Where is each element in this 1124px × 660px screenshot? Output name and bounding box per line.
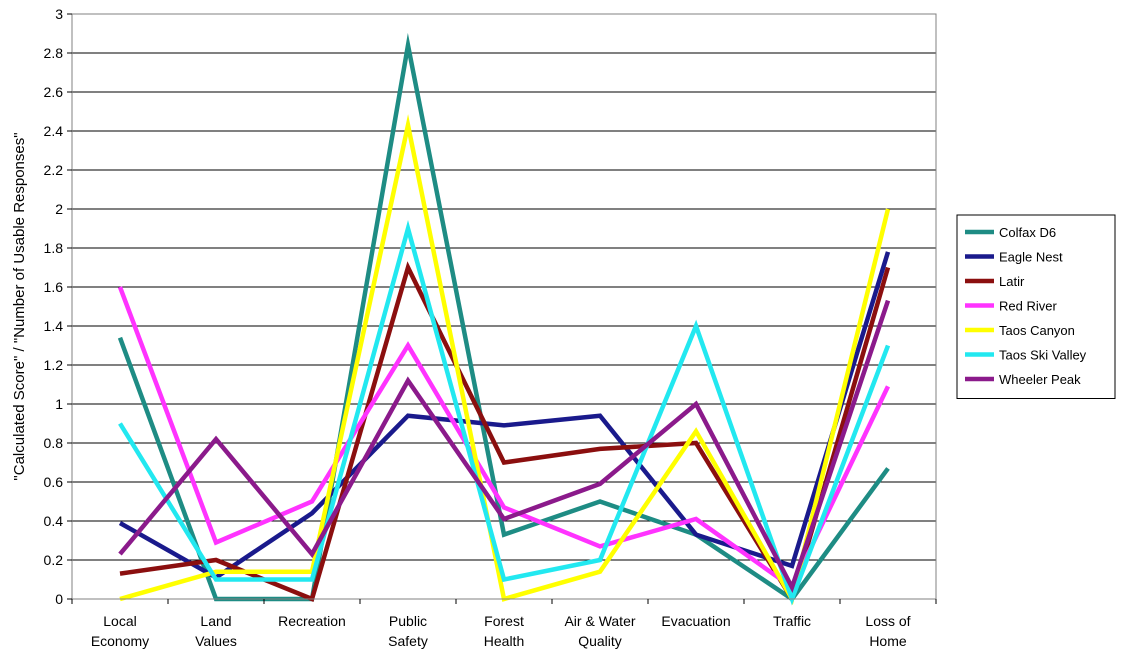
x-tick-label-line: Safety (388, 633, 428, 649)
x-tick-label-line: Quality (578, 633, 622, 649)
x-tick-label-line: Economy (91, 633, 149, 649)
y-tick-label: 0 (55, 591, 63, 607)
y-tick-label: 1.2 (44, 357, 64, 373)
x-axis-ticks: Local Economy Land Values Recreation Public Sa… (71, 599, 937, 649)
y-tick-label: 1.4 (44, 318, 64, 334)
x-tick-label: Public Safety (388, 613, 428, 649)
x-tick-label-line: Forest (484, 613, 524, 629)
x-tick-label-line: Land (200, 613, 231, 629)
x-tick-label: Local Economy (91, 613, 149, 649)
y-tick-label: 0.4 (44, 513, 64, 529)
y-tick-label: 1 (55, 396, 63, 412)
gridlines (72, 52, 936, 561)
x-tick-label-line: Values (195, 633, 237, 649)
y-tick-label: 2.4 (44, 123, 64, 139)
y-axis-ticks: 0 0.2 0.4 0.6 0.8 1 1.2 1.4 1.6 1.8 2 2.2 2.4 2.6 2.8 3 (44, 6, 72, 607)
x-tick-label: Recreation (278, 613, 346, 629)
series-line-red-river (117, 286, 891, 591)
x-tick-label-line: Recreation (278, 613, 346, 629)
y-tick-label: 0.2 (44, 552, 64, 568)
legend-label-latir: Latir (999, 274, 1025, 289)
y-tick-label: 0.8 (44, 435, 64, 451)
x-tick-label-line: Health (484, 633, 524, 649)
y-tick-label: 2 (55, 201, 63, 217)
x-tick-label: Land Values (195, 613, 237, 649)
x-tick-label: Evacuation (661, 613, 730, 629)
series-line-taos-ski-valley (118, 219, 891, 606)
legend-label-colfax-d6: Colfax D6 (999, 225, 1056, 240)
x-tick-label-line: Public (389, 613, 427, 629)
plot-area-frame (71, 13, 937, 600)
series-line-eagle-nest (118, 251, 891, 581)
legend: Colfax D6 Eagle Nest Latir Red River Taos Ca… (956, 214, 1116, 399)
legend-label-taos-ski-valley: Taos Ski Valley (999, 348, 1087, 363)
x-tick-label-line: Loss of (865, 613, 910, 629)
x-tick-label-line: Traffic (773, 613, 811, 629)
x-tick-label: Air & Water Quality (564, 613, 635, 649)
y-tick-label: 0.6 (44, 474, 64, 490)
y-tick-label: 2.6 (44, 84, 64, 100)
y-axis-title: "Calculated Score" / "Number of Usable R… (11, 132, 28, 480)
x-tick-label-line: Home (869, 633, 907, 649)
legend-label-wheeler-peak: Wheeler Peak (999, 372, 1081, 387)
x-tick-label: Forest Health (484, 613, 524, 649)
y-tick-label: 2.2 (44, 162, 64, 178)
legend-label-taos-canyon: Taos Canyon (999, 323, 1075, 338)
series-line-wheeler-peak (118, 299, 891, 594)
y-tick-label: 3 (55, 6, 63, 22)
x-tick-label: Loss of Home (865, 613, 910, 649)
x-tick-label-line: Local (103, 613, 136, 629)
series-lines (117, 32, 891, 606)
legend-label-eagle-nest: Eagle Nest (999, 250, 1063, 265)
legend-label-red-river: Red River (999, 299, 1057, 314)
y-tick-label: 1.6 (44, 279, 64, 295)
x-tick-label-line: Evacuation (661, 613, 730, 629)
x-tick-label-line: Air & Water (564, 613, 635, 629)
y-tick-label: 1.8 (44, 240, 64, 256)
y-tick-label: 2.8 (44, 45, 64, 61)
x-tick-label: Traffic (773, 613, 811, 629)
